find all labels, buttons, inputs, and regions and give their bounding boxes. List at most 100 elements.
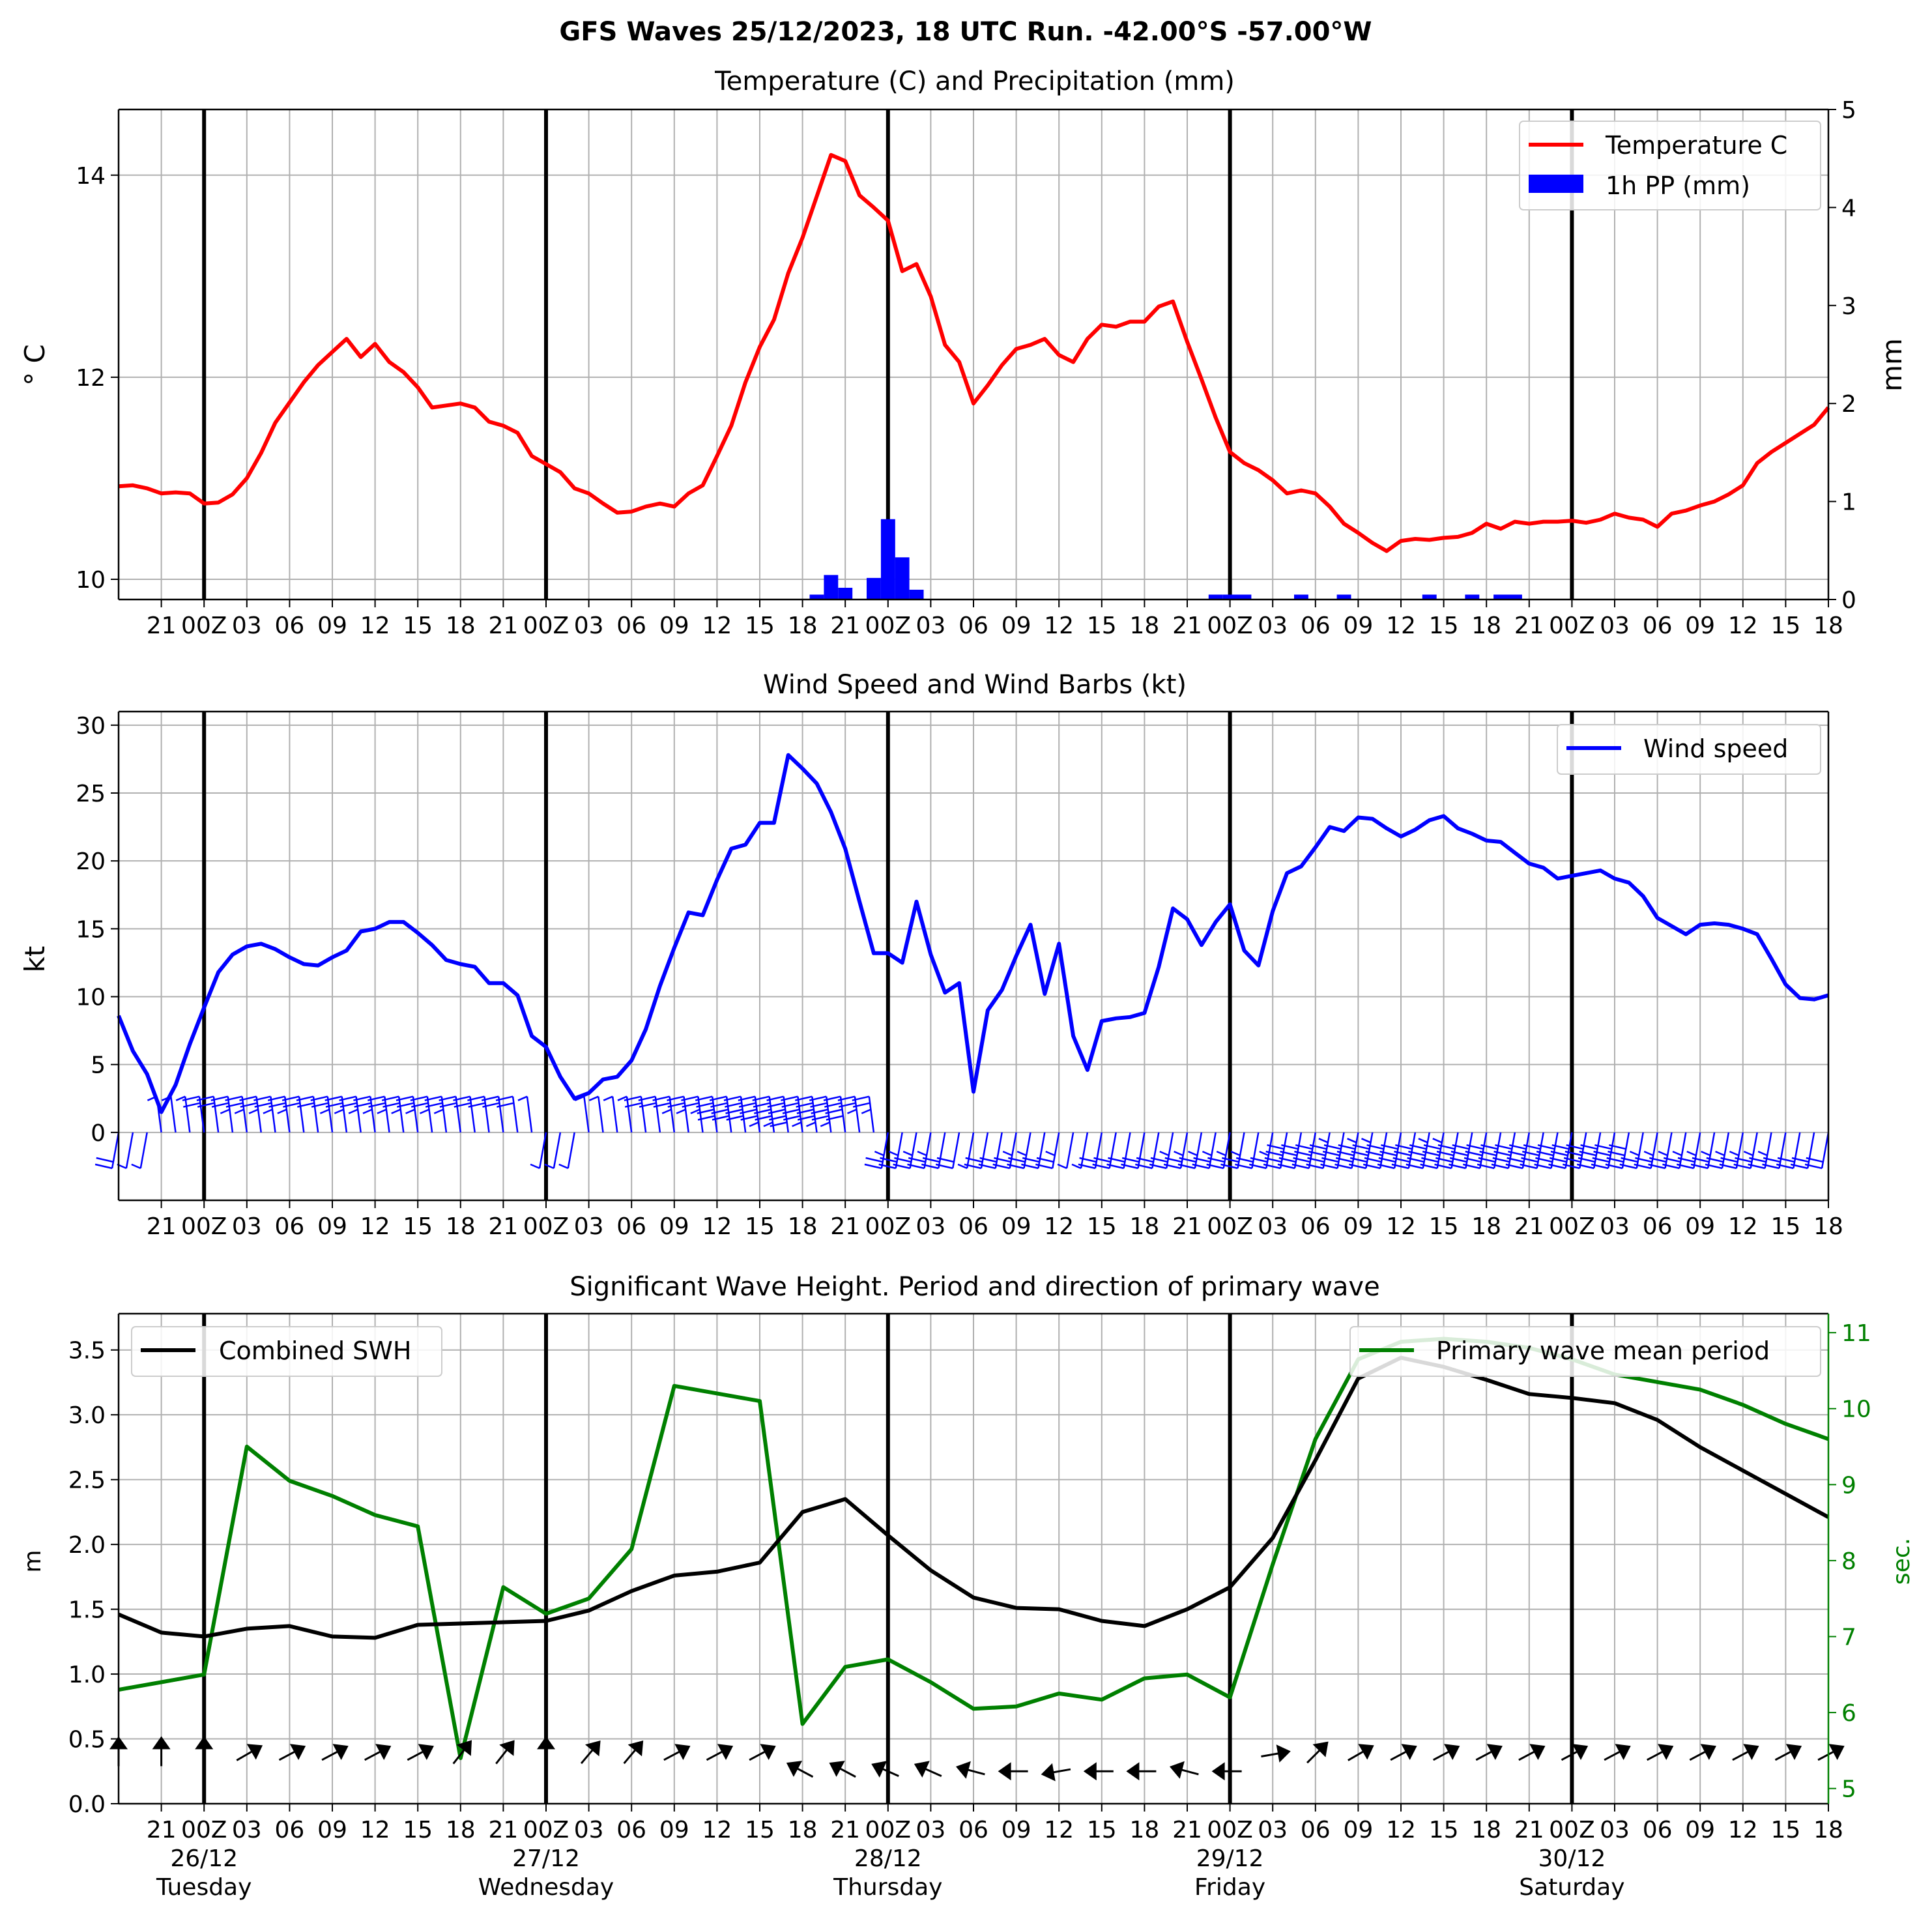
x-tick-label: 03: [232, 1213, 262, 1240]
y-tick-label: 15: [76, 916, 106, 943]
wind-barb-feather: [1334, 1163, 1352, 1170]
wind-barb-feather: [517, 1095, 528, 1101]
x-tick-label: 18: [1471, 613, 1501, 639]
wave-panel-title: Significant Wave Height. Period and dire…: [570, 1272, 1379, 1302]
wind-barb-feather: [1351, 1150, 1369, 1157]
arrow-head: [1401, 1744, 1417, 1761]
wind-barb-feather: [1578, 1157, 1596, 1163]
wind-barb-staff: [1151, 1132, 1160, 1169]
wind-barb-feather: [96, 1157, 114, 1163]
wind-barb-feather: [354, 1102, 371, 1108]
wind-barb-feather: [319, 1108, 330, 1114]
wind-barb-feather: [281, 1095, 300, 1101]
wind-barb-feather: [211, 1102, 229, 1108]
wind-barb-feather: [1295, 1144, 1313, 1150]
wind-barb-feather: [183, 1102, 201, 1108]
wind-barb-feather: [978, 1163, 996, 1170]
wind-barb-feather: [377, 1108, 387, 1114]
wind-barb-feather: [1347, 1138, 1357, 1144]
wind-barb-staff: [640, 1096, 647, 1133]
precip-bar: [824, 575, 839, 599]
x-tick-label: 15: [1087, 1817, 1117, 1843]
x-tick-label: 06: [959, 613, 988, 639]
x-tick-label: 15: [403, 613, 433, 639]
wind-barb-staff: [497, 1096, 504, 1133]
wind-barb-staff: [567, 1132, 575, 1169]
arrow-head: [717, 1744, 734, 1761]
wind-barb-feather: [253, 1095, 271, 1101]
y2-tick-label: 0: [1841, 587, 1856, 614]
x-tick-label: 18: [1129, 1817, 1159, 1843]
wind-barb-feather: [362, 1108, 373, 1114]
wind-barb-feather: [1391, 1163, 1409, 1170]
wind-barb-feather: [433, 1108, 444, 1114]
wave-direction-arrow: [452, 1740, 472, 1765]
x-tick-label: 00Z: [1549, 1817, 1594, 1843]
wind-barb-feather: [495, 1095, 513, 1101]
wind-barb-feather: [1662, 1163, 1680, 1170]
wave-direction-arrow: [195, 1736, 214, 1767]
wind-barb-feather: [1121, 1157, 1140, 1163]
y2-tick-label: 5: [1841, 97, 1856, 124]
weekday-label: Saturday: [1519, 1874, 1624, 1901]
wind-barb-feather: [638, 1095, 656, 1101]
wind-barb-feather: [1021, 1163, 1039, 1170]
arrow-head: [871, 1761, 887, 1778]
wind-barb-staff: [697, 1096, 704, 1133]
wave-direction-arrow: [663, 1744, 691, 1761]
wind-barb-staff: [1550, 1132, 1559, 1169]
wind-barb-feather: [753, 1102, 771, 1108]
wind-barb-staff: [483, 1096, 490, 1133]
x-tick-label: 03: [1600, 613, 1630, 639]
x-tick-label: 03: [1258, 613, 1288, 639]
wind-barb-feather: [1523, 1144, 1541, 1150]
wind-barb-feather: [1663, 1157, 1681, 1163]
wind-barb-feather: [1434, 1163, 1452, 1170]
arrow-head: [674, 1744, 691, 1761]
x-tick-label: 15: [1087, 1213, 1117, 1240]
wind-barb-feather: [310, 1095, 328, 1101]
arrow-head: [1444, 1744, 1460, 1761]
wind-barb-feather: [965, 1157, 983, 1163]
wind-barb-staff: [512, 1096, 519, 1133]
wind-barb-staff: [1023, 1132, 1031, 1169]
x-tick-label: 03: [916, 1213, 945, 1240]
x-tick-label: 15: [1429, 1817, 1459, 1843]
arrow-head: [499, 1740, 515, 1756]
wind-barb-feather: [667, 1102, 685, 1108]
y2-tick-label: 2: [1841, 391, 1856, 418]
wind-barb-feather: [1420, 1163, 1437, 1170]
wind-barb-feather: [1677, 1157, 1695, 1163]
temp-panel-ylabel: ° C: [19, 344, 51, 386]
wind-barb-feather: [768, 1108, 786, 1114]
wind-barb-feather: [558, 1163, 569, 1170]
wind-barb-staff: [1806, 1132, 1815, 1169]
wind-barb-feather: [410, 1095, 428, 1101]
wind-barb-feather: [1093, 1157, 1111, 1163]
wind-barb-staff: [1450, 1132, 1459, 1169]
y2-tick-label: 5: [1841, 1776, 1856, 1803]
wind-barb-feather: [1395, 1144, 1413, 1150]
wind-barb-staff: [1379, 1132, 1388, 1169]
wave-direction-arrow: [236, 1744, 263, 1761]
wind-barb-staff: [270, 1096, 276, 1133]
wind-barb-feather: [1193, 1157, 1211, 1163]
arrow-head: [1169, 1761, 1185, 1779]
wind-barb-feather: [697, 1115, 715, 1121]
y2-tick-label: 7: [1841, 1625, 1856, 1651]
wind-barb-feather: [1522, 1150, 1540, 1157]
arrow-head: [1276, 1744, 1291, 1763]
wind-barb-feather: [1563, 1157, 1581, 1163]
wave-direction-arrow: [829, 1761, 856, 1778]
wind-barb-feather: [709, 1095, 727, 1101]
x-tick-label: 15: [1429, 1213, 1459, 1240]
wind-barb-feather: [1092, 1163, 1110, 1170]
wind-barb-feather: [710, 1102, 728, 1108]
y-tick-label: 3.0: [68, 1402, 106, 1429]
wind-barb-feather: [1733, 1163, 1751, 1170]
wind-barb-feather: [893, 1163, 910, 1170]
wind-barb-feather: [1263, 1163, 1281, 1170]
wind-barb-feather: [1466, 1144, 1484, 1150]
